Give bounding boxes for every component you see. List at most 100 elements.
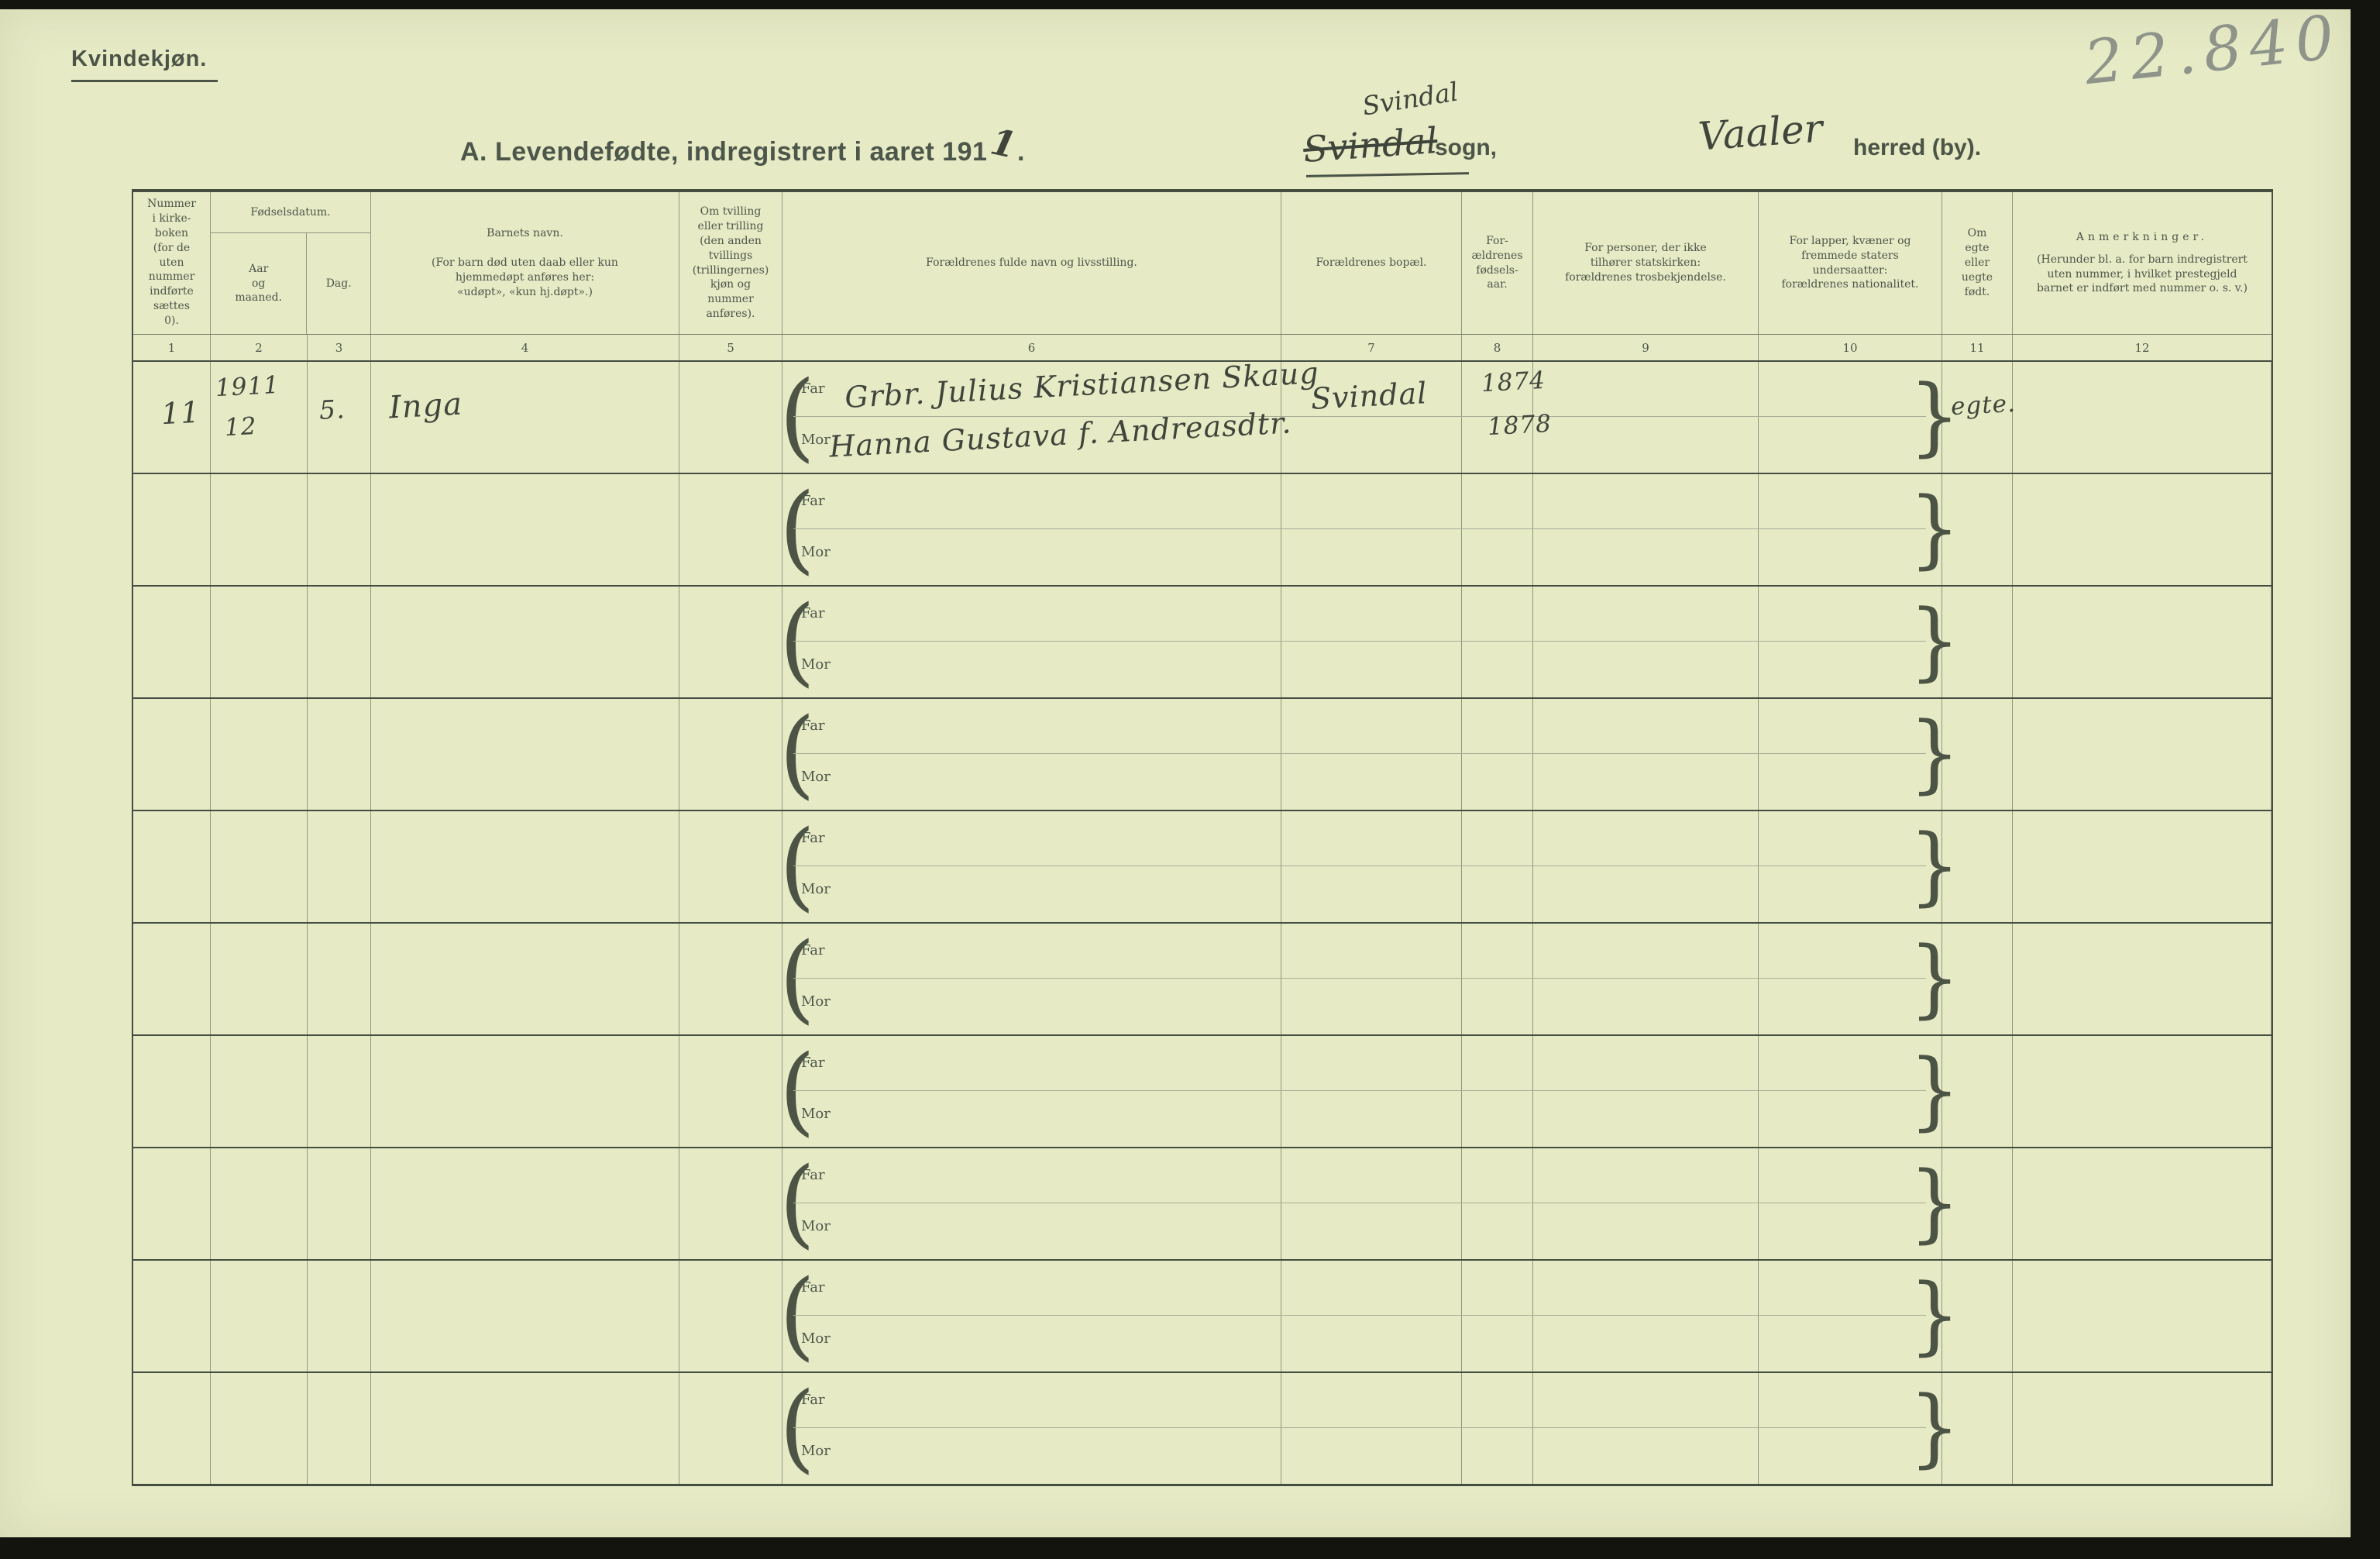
entry-legitimacy: egte. [1950, 389, 2017, 422]
table-cell [133, 474, 211, 585]
table-cell [211, 924, 308, 1034]
table-cell [1942, 1261, 2013, 1371]
table-cell [1281, 1261, 1462, 1371]
handwritten-parish-correction: Svindal [1360, 76, 1460, 122]
scan-edge-top [0, 0, 2380, 9]
table-body: (Far Mor} 11 1911 12 5. Inga Grbr. Julius Krist… [133, 356, 2272, 1484]
column-header-parents-names: Forældrenes fulde navn og livsstilling. [782, 192, 1281, 334]
table-cell [308, 924, 371, 1034]
table-cell [1942, 1373, 2013, 1484]
table-cell [133, 811, 211, 922]
pencil-archive-number: 22.840 [2081, 2, 2345, 99]
table-cell [2013, 362, 2272, 473]
column-header-nationality: For lapper, kvæner og fremmede staters u… [1759, 192, 1942, 334]
table-cell [1462, 474, 1533, 585]
table-cell [211, 362, 308, 473]
column-number: 2 [211, 335, 308, 360]
entry-birth-day: 5. [318, 394, 346, 425]
table-cell [133, 1373, 211, 1484]
column-number: 4 [371, 335, 679, 360]
table-cell [211, 811, 308, 922]
table-cell [1281, 1148, 1462, 1259]
table-cell [308, 362, 371, 473]
scan-edge-bottom [0, 1537, 2380, 1559]
table-row: (Far Mor} [133, 1145, 2272, 1261]
table-cell [2013, 474, 2272, 585]
district-label: herred (by). [1853, 135, 1982, 160]
column-group-birthdate: Fødselsdatum. Aar og maaned. Dag. [211, 192, 371, 334]
table-row: (Far Mor} [133, 1258, 2272, 1373]
table-cell [2013, 1036, 2272, 1147]
table-cell [371, 587, 679, 697]
column-header-year-month: Aar og maaned. [211, 233, 308, 334]
table-cell [1462, 924, 1533, 1034]
table-cell [1462, 362, 1533, 473]
table-cell [1281, 474, 1462, 585]
table-cell [1759, 1148, 1942, 1259]
paper-sheet: Kvindekjøn. 22.840 A. Levendefødte, indr… [0, 2, 2351, 1537]
table-cell [679, 587, 782, 697]
table-cell [308, 1148, 371, 1259]
table-cell [782, 811, 1281, 922]
table-cell [1942, 474, 2013, 585]
table-cell [308, 1036, 371, 1147]
table-cell [211, 474, 308, 585]
table-cell [371, 1261, 679, 1371]
table-cell [1759, 587, 1942, 697]
table-cell [1281, 362, 1462, 473]
table-cell [308, 1261, 371, 1371]
table-cell [1533, 1373, 1759, 1484]
table-cell [371, 1373, 679, 1484]
table-cell [1281, 699, 1462, 810]
table-header: Nummer i kirke- boken (for de uten numme… [133, 192, 2272, 335]
remarks-title: Anmerkninger. [2076, 230, 2209, 243]
form-title: A. Levendefødte, indregistrert i aaret 1… [460, 120, 1025, 169]
handwritten-parish-struck: Svindal [1302, 119, 1439, 170]
table-cell [1942, 1036, 2013, 1147]
table-cell [1533, 811, 1759, 922]
column-number: 7 [1281, 335, 1462, 360]
table-cell [308, 811, 371, 922]
column-header-residence: Forældrenes bopæl. [1281, 192, 1462, 334]
column-number-row: 1 2 3 4 5 6 7 8 9 10 11 12 [133, 335, 2272, 362]
column-number: 1 [133, 335, 211, 360]
table-cell [679, 474, 782, 585]
remarks-note: (Herunder bl. a. for barn indregistrert … [2037, 253, 2248, 295]
entry-child-name: Inga [387, 386, 464, 426]
table-row: (Far Mor} [133, 921, 2272, 1036]
table-row: (Far Mor} [133, 1033, 2272, 1148]
table-cell [133, 924, 211, 1034]
column-header-day: Dag. [325, 277, 352, 290]
table-cell [782, 1148, 1281, 1259]
table-cell [1533, 362, 1759, 473]
table-cell [133, 1036, 211, 1147]
form-title-period: . [1016, 137, 1025, 167]
table-cell [133, 587, 211, 697]
table-cell [133, 1261, 211, 1371]
table-cell [1759, 1373, 1942, 1484]
table-cell [371, 811, 679, 922]
table-cell [371, 474, 679, 585]
table-cell [1462, 1261, 1533, 1371]
column-number: 8 [1462, 335, 1533, 360]
table-cell [1533, 1148, 1759, 1259]
column-header-child-name: Barnets navn. (For barn død uten daab el… [371, 192, 679, 334]
table-cell [679, 362, 782, 473]
table-cell [1942, 587, 2013, 697]
table-cell [211, 1036, 308, 1147]
column-group-birthdate-label: Fødselsdatum. [211, 192, 370, 233]
table-cell [1942, 1148, 2013, 1259]
table-cell [1533, 924, 1759, 1034]
table-cell [133, 362, 211, 473]
table-row: (Far Mor} [133, 808, 2272, 924]
scan-edge-right [2351, 0, 2380, 1559]
sex-section-label: Kvindekjøn. [71, 46, 218, 82]
table-cell [2013, 924, 2272, 1034]
entry-father-birth-year: 1874 [1481, 366, 1546, 398]
table-cell [1759, 924, 1942, 1034]
form-title-text: A. Levendefødte, indregistrert i aaret 1… [460, 137, 988, 167]
table-cell [371, 699, 679, 810]
table-cell [2013, 587, 2272, 697]
table-cell [308, 587, 371, 697]
